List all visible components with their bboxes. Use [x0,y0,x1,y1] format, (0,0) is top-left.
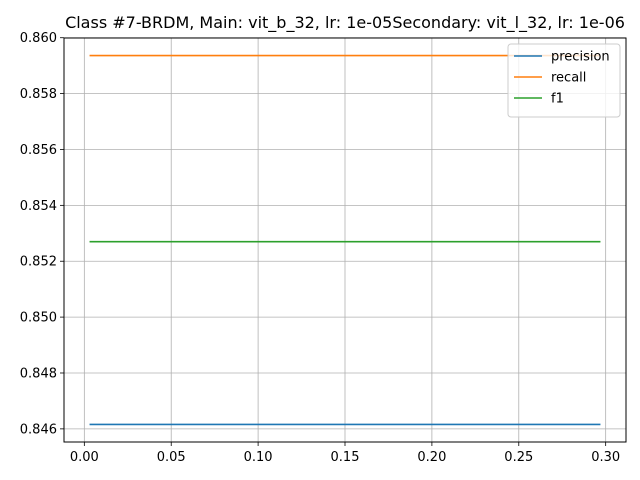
y-axis: 0.846 0.848 0.850 0.852 0.854 0.856 0.858 0.860 [20,31,64,437]
legend: precision recall f1 [507,43,621,118]
x-tick-label: 0.20 [417,450,446,465]
x-tick-label: 0.15 [331,450,360,465]
y-tick-label: 0.858 [20,87,57,102]
y-tick-label: 0.854 [20,199,57,214]
y-tick-label: 0.856 [20,143,57,158]
y-tick-label: 0.852 [20,255,57,270]
x-tick-label: 0.30 [591,450,620,465]
y-tick-label: 0.850 [20,311,57,326]
legend-label: f1 [551,92,564,107]
legend-label: precision [551,50,610,65]
y-tick-label: 0.848 [20,366,57,381]
chart-title: Class #7-BRDM, Main: vit_b_32, lr: 1e-05… [65,13,625,33]
plot-area [63,37,627,443]
x-tick-label: 0.05 [157,450,186,465]
y-tick-label: 0.860 [20,31,57,46]
y-tick-label: 0.846 [20,422,57,437]
x-tick-label: 0.10 [244,450,273,465]
x-tick-label: 0.00 [70,450,99,465]
legend-label: recall [551,71,586,86]
x-axis: 0.00 0.05 0.10 0.15 0.20 0.25 0.30 [70,442,620,465]
x-tick-label: 0.25 [504,450,533,465]
